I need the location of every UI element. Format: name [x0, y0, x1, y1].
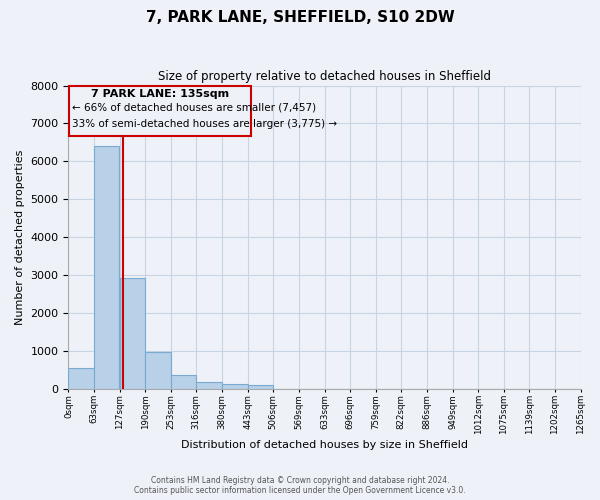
X-axis label: Distribution of detached houses by size in Sheffield: Distribution of detached houses by size … [181, 440, 468, 450]
Bar [120, 278, 145, 388]
Text: ← 66% of detached houses are smaller (7,457): ← 66% of detached houses are smaller (7,… [73, 102, 317, 113]
Bar [68, 368, 94, 388]
Bar [248, 385, 273, 388]
Bar [222, 384, 248, 388]
Bar [145, 352, 171, 389]
FancyBboxPatch shape [69, 86, 251, 136]
Text: 33% of semi-detached houses are larger (3,775) →: 33% of semi-detached houses are larger (… [73, 120, 338, 130]
Text: 7 PARK LANE: 135sqm: 7 PARK LANE: 135sqm [91, 90, 229, 100]
Bar [94, 146, 119, 388]
Title: Size of property relative to detached houses in Sheffield: Size of property relative to detached ho… [158, 70, 491, 83]
Y-axis label: Number of detached properties: Number of detached properties [15, 150, 25, 324]
Text: Contains HM Land Registry data © Crown copyright and database right 2024.
Contai: Contains HM Land Registry data © Crown c… [134, 476, 466, 495]
Bar [171, 375, 196, 388]
Text: 7, PARK LANE, SHEFFIELD, S10 2DW: 7, PARK LANE, SHEFFIELD, S10 2DW [146, 10, 454, 25]
Bar [196, 382, 222, 388]
